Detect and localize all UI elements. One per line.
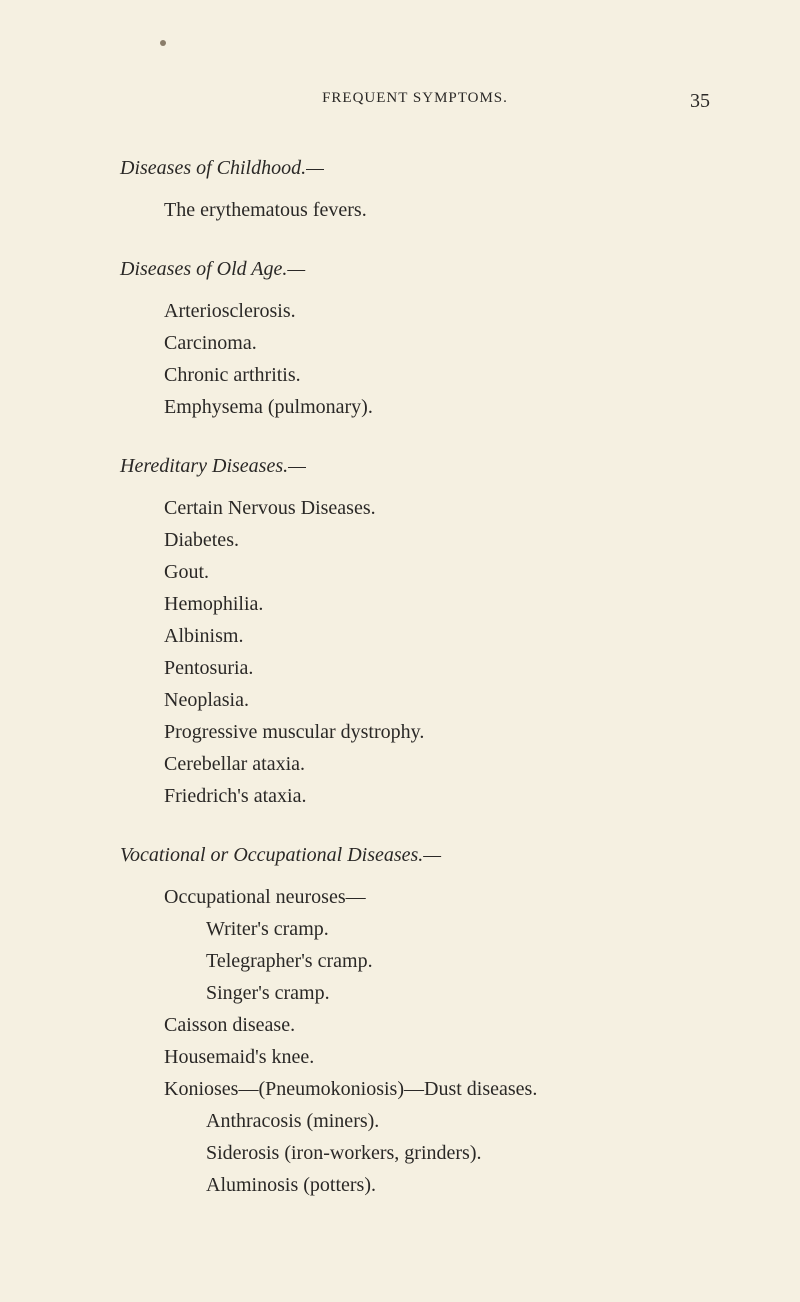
list-item: Diabetes. <box>164 524 710 556</box>
sub-items: Writer's cramp. Telegrapher's cramp. Sin… <box>164 913 710 1009</box>
section-childhood: Diseases of Childhood.— The erythematous… <box>120 157 710 226</box>
list-item: Friedrich's ataxia. <box>164 780 710 812</box>
list-item: Anthracosis (miners). <box>206 1105 710 1137</box>
section-old-age: Diseases of Old Age.— Arteriosclerosis. … <box>120 258 710 423</box>
list-item: Occupational neuroses— <box>164 881 710 913</box>
list-item: Albinism. <box>164 620 710 652</box>
section-heading: Vocational or Occupational Diseases.— <box>120 844 710 867</box>
list-item: Siderosis (iron-workers, grinders). <box>206 1137 710 1169</box>
running-title: FREQUENT SYMPTOMS. <box>322 90 508 107</box>
list-item: Arteriosclerosis. <box>164 295 710 327</box>
list-item: Certain Nervous Diseases. <box>164 492 710 524</box>
list-item: Hemophilia. <box>164 588 710 620</box>
list-item: Chronic arthritis. <box>164 359 710 391</box>
section-heading: Hereditary Diseases.— <box>120 455 710 478</box>
list-item: Telegrapher's cramp. <box>206 945 710 977</box>
list-item: Neoplasia. <box>164 684 710 716</box>
list-item: Writer's cramp. <box>206 913 710 945</box>
list-item: Progressive muscular dystrophy. <box>164 716 710 748</box>
list-item: Emphysema (pulmonary). <box>164 391 710 423</box>
list-item: Konioses—(Pneumokoniosis)—Dust diseases. <box>164 1073 710 1105</box>
section-heading: Diseases of Childhood.— <box>120 157 710 180</box>
list-item: Cerebellar ataxia. <box>164 748 710 780</box>
section-vocational: Vocational or Occupational Diseases.— Oc… <box>120 844 710 1201</box>
section-heading: Diseases of Old Age.— <box>120 258 710 281</box>
list-item: Caisson disease. <box>164 1009 710 1041</box>
section-items: Certain Nervous Diseases. Diabetes. Gout… <box>120 492 710 812</box>
sub-items: Anthracosis (miners). Siderosis (iron-wo… <box>164 1105 710 1201</box>
list-item: Pentosuria. <box>164 652 710 684</box>
list-item: Aluminosis (potters). <box>206 1169 710 1201</box>
list-item: Housemaid's knee. <box>164 1041 710 1073</box>
list-item: The erythematous fevers. <box>164 194 710 226</box>
list-item: Singer's cramp. <box>206 977 710 1009</box>
section-items: Occupational neuroses— Writer's cramp. T… <box>120 881 710 1201</box>
page-header: FREQUENT SYMPTOMS. 35 <box>120 90 710 107</box>
section-hereditary: Hereditary Diseases.— Certain Nervous Di… <box>120 455 710 812</box>
page-artifact-dot <box>160 40 166 46</box>
section-items: The erythematous fevers. <box>120 194 710 226</box>
section-items: Arteriosclerosis. Carcinoma. Chronic art… <box>120 295 710 423</box>
page-number: 35 <box>690 90 710 113</box>
list-item: Carcinoma. <box>164 327 710 359</box>
list-item: Gout. <box>164 556 710 588</box>
